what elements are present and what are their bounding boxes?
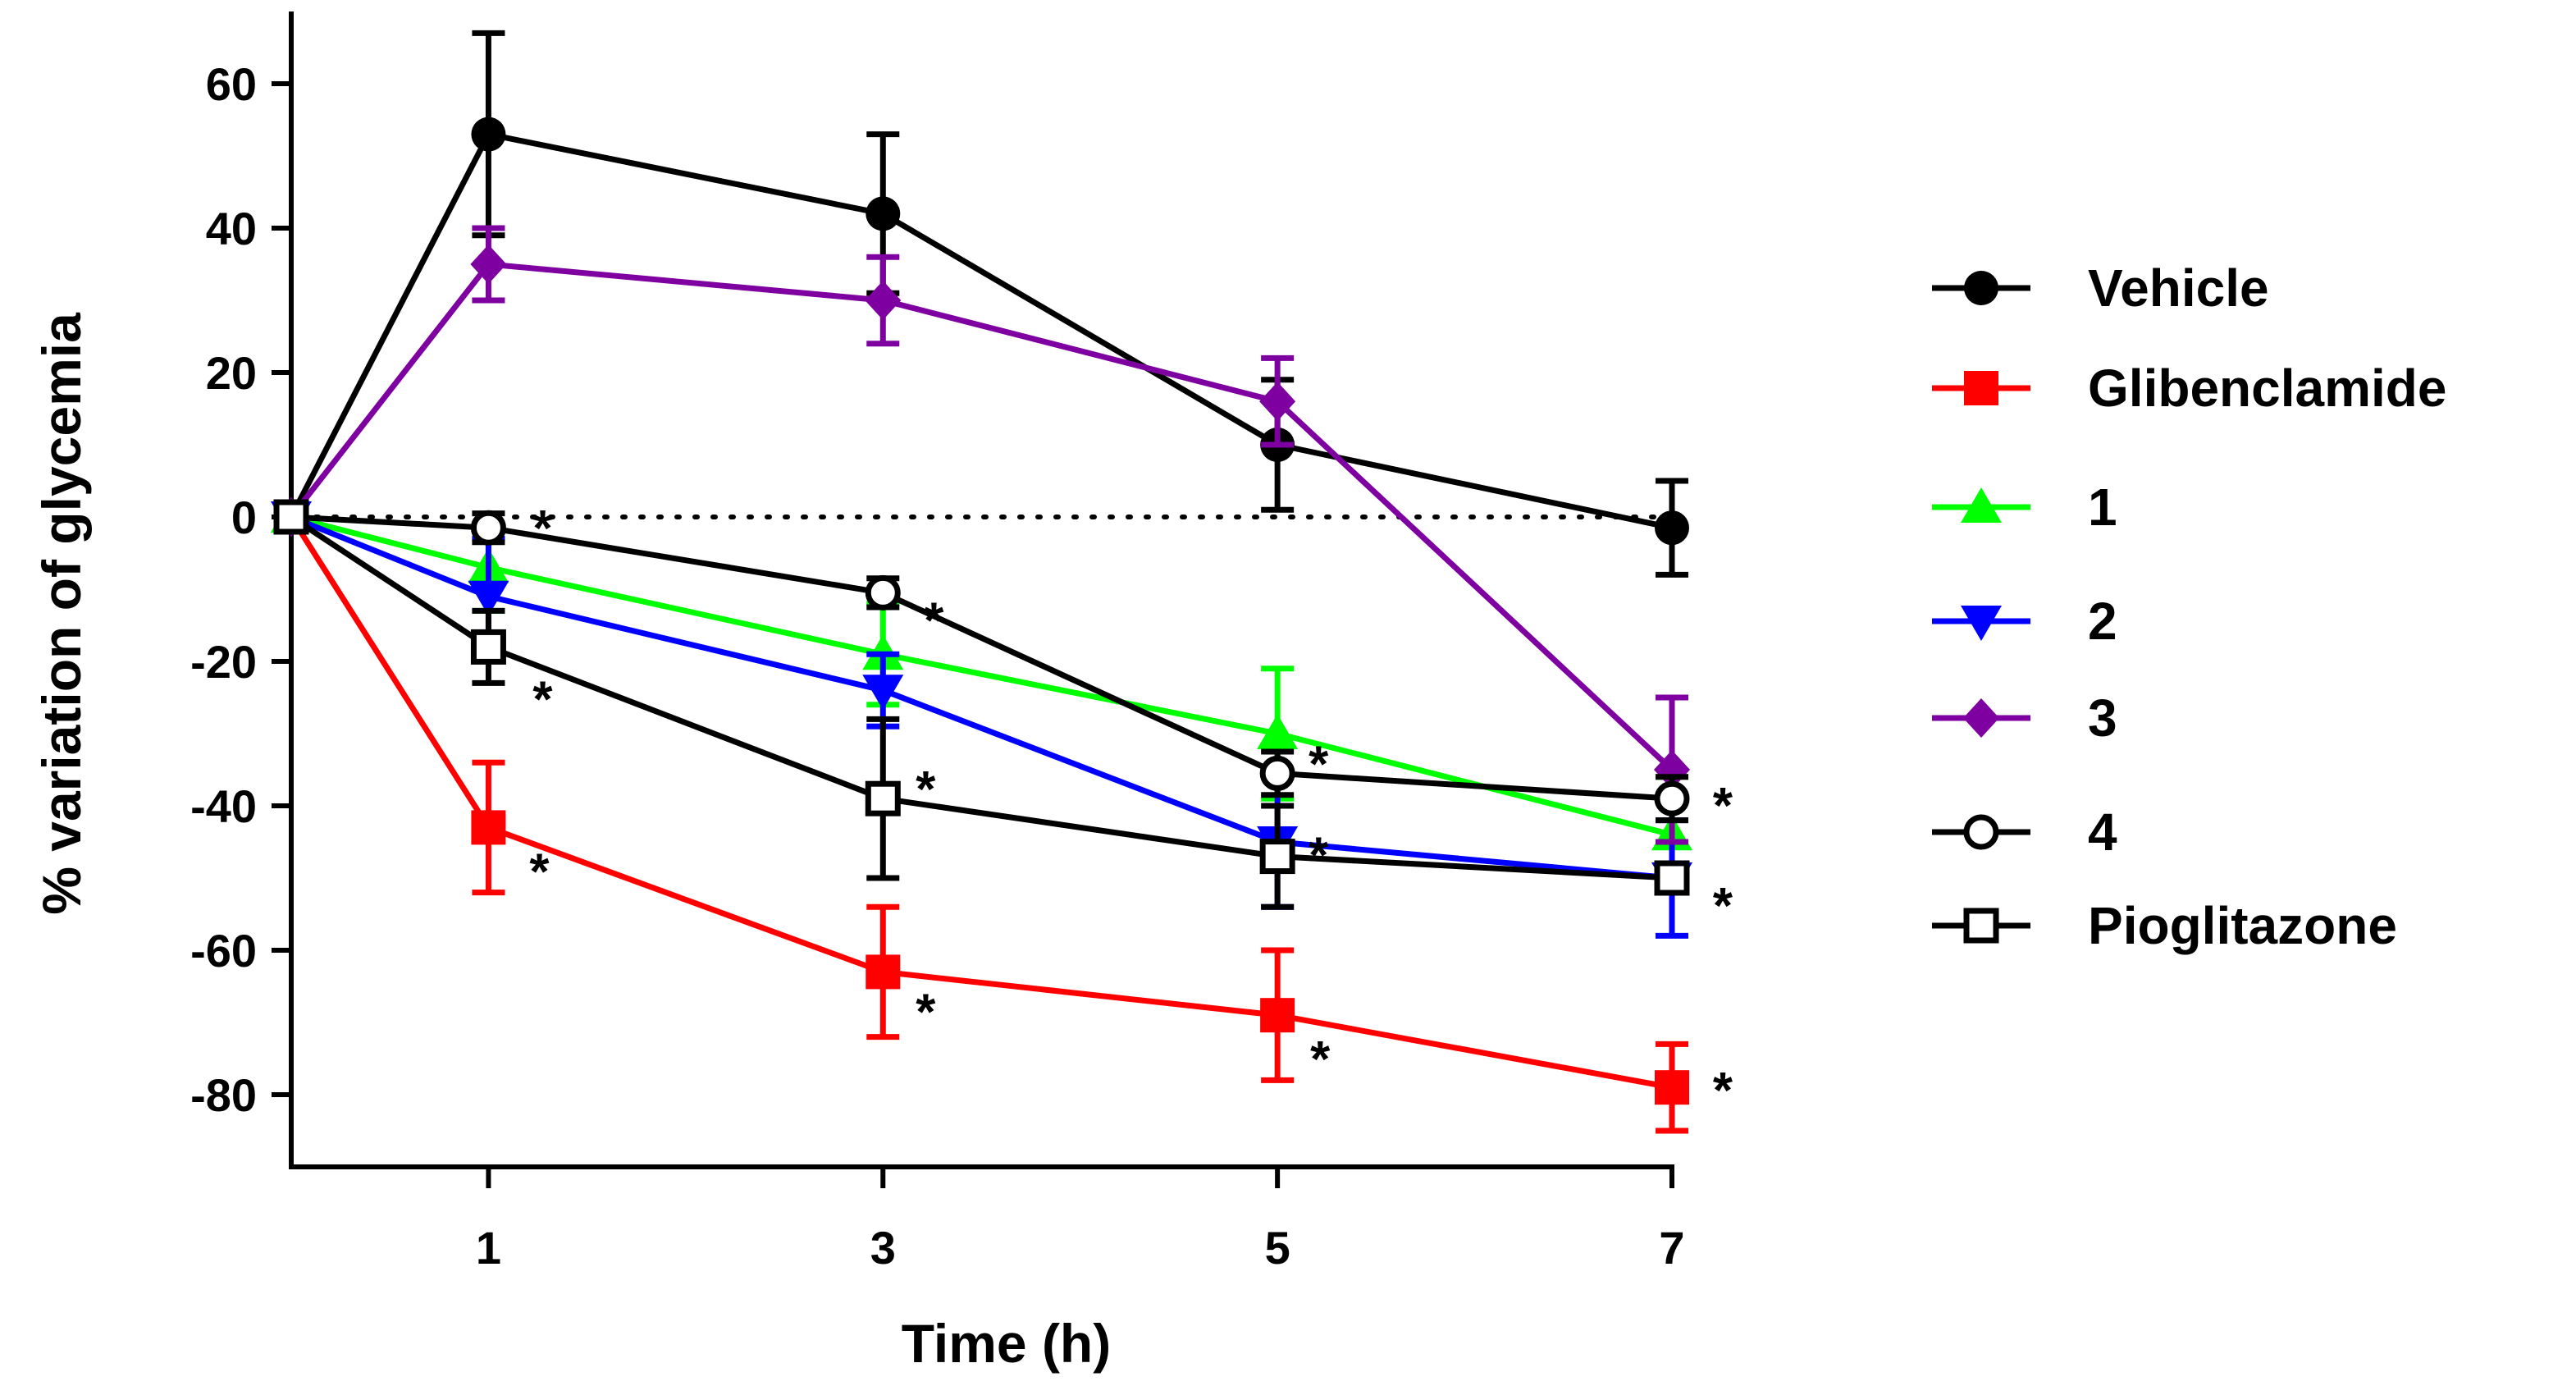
- legend-marker: [1963, 908, 1999, 944]
- y-ticks: 60 40 20 0 -20 -40 -60 -80: [190, 58, 291, 1121]
- legend: Vehicle Glibenclamide 1 2 3 4 Pioglitazone: [1932, 258, 2446, 955]
- legend-marker: [1961, 487, 2002, 523]
- y-tick-label: 0: [231, 492, 257, 543]
- significance-asterisk: *: [1713, 1063, 1733, 1119]
- legend-marker: [1964, 271, 1998, 305]
- significance-asterisk: *: [532, 671, 553, 728]
- legend-item-3: 3: [1932, 688, 2117, 748]
- significance-asterisk: *: [1309, 736, 1329, 793]
- data-point: [866, 954, 901, 990]
- legend-marker: [1961, 606, 2002, 641]
- legend-label: Glibenclamide: [2088, 359, 2446, 418]
- significance-asterisk: *: [529, 844, 550, 900]
- series-layer: [271, 30, 1692, 1134]
- x-tick-label: 3: [870, 1222, 896, 1274]
- x-tick-label: 1: [476, 1222, 501, 1274]
- data-point: [273, 499, 309, 535]
- x-tick-label: 5: [1265, 1222, 1290, 1274]
- data-point: [470, 245, 507, 284]
- y-tick-label: 20: [206, 347, 257, 399]
- data-point: [865, 574, 901, 611]
- significance-asterisk: *: [1309, 828, 1329, 885]
- y-tick-label: 40: [206, 203, 257, 254]
- y-tick-label: -40: [190, 780, 257, 832]
- series-pioglitazone: [273, 499, 1690, 910]
- legend-label: 4: [2088, 803, 2117, 862]
- significance-asterisk: *: [532, 501, 553, 557]
- legend-item-vehicle: Vehicle: [1932, 258, 2269, 318]
- legend-item-pioglitazone: Pioglitazone: [1932, 896, 2397, 955]
- data-point: [471, 810, 506, 845]
- data-point: [1655, 1070, 1689, 1105]
- y-tick-label: -80: [190, 1069, 257, 1121]
- legend-item-2: 2: [1932, 592, 2117, 651]
- data-point: [1257, 714, 1299, 749]
- y-tick-label: -60: [190, 925, 257, 976]
- data-point: [470, 510, 506, 546]
- data-point: [470, 629, 506, 665]
- series-line: [288, 131, 1673, 531]
- y-tick-label: 60: [206, 58, 257, 110]
- legend-label: Pioglitazone: [2088, 896, 2397, 955]
- axes: [289, 11, 1674, 1169]
- legend-item-1: 1: [1932, 478, 2117, 537]
- data-point: [865, 281, 902, 320]
- data-point: [471, 117, 506, 152]
- y-axis-title: % variation of glycemia: [31, 312, 92, 915]
- legend-label: 3: [2088, 688, 2117, 748]
- significance-asterisk: *: [1713, 778, 1733, 835]
- data-point: [865, 780, 901, 816]
- data-point: [1654, 860, 1690, 896]
- data-point: [862, 675, 904, 711]
- legend-label: 1: [2088, 478, 2117, 537]
- data-point: [1655, 510, 1689, 546]
- data-point: [866, 196, 901, 231]
- data-point: [1259, 839, 1295, 875]
- legend-marker: [1964, 371, 1998, 405]
- series-4: [273, 499, 1690, 824]
- data-point: [1259, 755, 1295, 791]
- x-axis-title: Time (h): [902, 1313, 1111, 1374]
- significance-asterisk: *: [916, 984, 936, 1041]
- y-tick-label: -20: [190, 636, 257, 688]
- data-point: [1259, 382, 1296, 422]
- series-vehicle: [274, 30, 1689, 578]
- legend-item-4: 4: [1932, 803, 2117, 862]
- legend-item-glibenclamide: Glibenclamide: [1932, 359, 2446, 418]
- significance-asterisk: *: [1310, 1031, 1331, 1088]
- significance-asterisk: *: [1713, 878, 1733, 935]
- series-line: [289, 515, 1673, 1091]
- legend-label: Vehicle: [2088, 258, 2269, 318]
- significance-asterisk: *: [916, 762, 936, 818]
- significance-asterisk: *: [924, 592, 944, 649]
- legend-marker: [1963, 698, 1999, 738]
- data-point: [468, 580, 509, 616]
- data-point: [1260, 998, 1295, 1033]
- x-tick-label: 7: [1659, 1222, 1684, 1274]
- significance-markers: * * * * * * * * * * * *: [529, 501, 1733, 1119]
- x-ticks: 1 3 5 7: [476, 1167, 1685, 1274]
- legend-marker: [1963, 814, 1999, 850]
- data-point: [1654, 780, 1690, 816]
- legend-label: 2: [2088, 592, 2117, 651]
